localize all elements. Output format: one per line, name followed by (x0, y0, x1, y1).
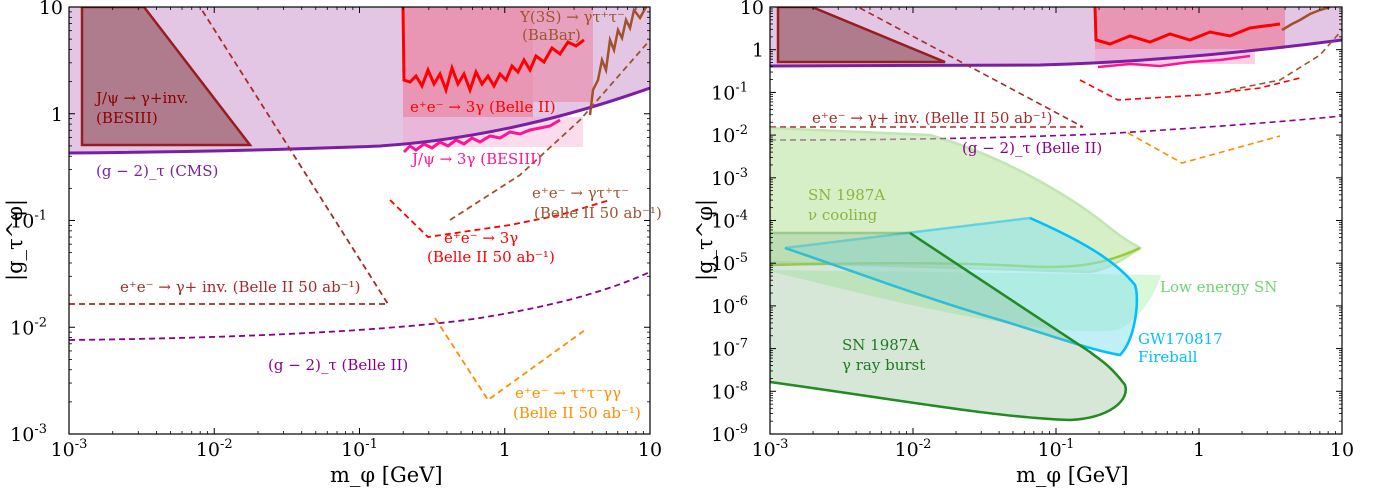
belle3g-curve (401, 7, 585, 95)
x-tick-label: 10-2 (895, 437, 932, 461)
y-tick-label: 10-5 (711, 251, 748, 275)
left-ann-cms: (g − 2)_τ (CMS) (96, 162, 218, 180)
y-tick-label: 1 (51, 104, 63, 126)
left-ann-besiii-1: J/ψ → γ+inv. (94, 89, 188, 107)
y-tick-label: 10-8 (711, 379, 748, 403)
right-ann-burst-1: SN 1987A (842, 336, 919, 354)
right-ann-sn-cool-1: SN 1987A (808, 186, 885, 204)
left-ann-belle2-g2: (g − 2)_τ (Belle II) (268, 356, 408, 374)
right-chart: 10-3 10-2 10-1 1 1010-910-810-710-610-510-41… (693, 0, 1354, 487)
right-jpsi3g-curve (1097, 54, 1251, 69)
y-tick-label: 10-7 (711, 337, 748, 361)
babar-curve (588, 7, 648, 116)
y-tick-label: 10-1 (711, 80, 748, 104)
y-tick-label: 10-6 (711, 294, 748, 318)
right-besiii-triangle (776, 7, 946, 64)
right-belle3g-curve (1093, 7, 1281, 46)
right-ylabel: |g_τ^φ| (693, 199, 718, 281)
x-tick-label: 10-3 (752, 437, 789, 461)
y-tick-label: 1 (752, 40, 764, 62)
right-ticks: 10-3 10-2 10-1 1 1010-910-810-710-610-510-41… (711, 0, 1354, 461)
belle-inv50-curve (69, 7, 390, 305)
left-ylabel: |g_τ^φ| (3, 199, 28, 281)
left-ann-jpsi3g: J/ψ → 3γ (BESIII) (410, 150, 542, 168)
right-plot-area (770, 7, 1342, 422)
left-plot-area (69, 7, 650, 402)
sn-burst-curve (770, 231, 1127, 422)
right-ann-burst-2: γ ray burst (842, 356, 925, 374)
x-tick-label: 10-1 (341, 437, 378, 461)
y-tick-label: 10-2 (10, 315, 47, 339)
right-inv50-curve (770, 7, 1084, 128)
right-ann-low-sn: Low energy SN (1160, 278, 1277, 296)
x-tick-label: 1 (1193, 439, 1205, 461)
y-tick-label: 10 (39, 0, 63, 19)
besiii-triangle (80, 7, 253, 147)
y-tick-label: 10 (740, 0, 764, 19)
left-ann-inv50: e⁺e⁻ → γ+ inv. (Belle II 50 ab⁻¹) (120, 278, 360, 296)
y-tick-label: 10-2 (711, 123, 748, 147)
gw-fireball-curve (784, 216, 1139, 357)
right-4tau50-curve (1127, 132, 1281, 164)
belle3g-region-2 (533, 7, 593, 102)
y-tick-label: 10-9 (711, 422, 748, 446)
right-cms-g2-curve (770, 38, 1342, 68)
left-ann-babar-1: Υ(3S) → γτ⁺τ⁻ (519, 8, 625, 26)
belleGtt50-curve (449, 39, 650, 221)
y-tick-label: 10-3 (10, 422, 47, 446)
left-ann-babar-2: (BaBar) (522, 26, 581, 44)
left-ann-4tau-2: (Belle II 50 ab⁻¹) (513, 404, 641, 422)
jpsi3g-curve (402, 118, 561, 154)
x-tick-label: 1 (499, 439, 511, 461)
x-tick-label: 10 (638, 439, 662, 461)
right-ann-gw-2: Fireball (1138, 348, 1198, 366)
left-xlabel: m_φ [GeV] (330, 463, 443, 487)
right-ann-inv50: e⁺e⁻ → γ+ inv. (Belle II 50 ab⁻¹) (812, 109, 1052, 127)
x-tick-label: 10-2 (196, 437, 233, 461)
left-ticks: 10-3 10-2 10-1 1 10 10-3 10-2 10-1 1 10 (10, 0, 662, 461)
belle3g50-curve (389, 199, 611, 238)
right-babar-curve (1281, 7, 1331, 32)
cms-g2-curve (69, 86, 650, 155)
left-ann-4tau-1: e⁺e⁻ → τ⁺τ⁻γγ (515, 384, 621, 402)
y-tick-label: 10-4 (711, 209, 748, 233)
right-ann-belle2-g2: (g − 2)_τ (Belle II) (962, 139, 1102, 157)
belle4tau50-curve (434, 317, 586, 402)
belle3g-region (403, 7, 533, 117)
left-chart: 10-3 10-2 10-1 1 10 10-3 10-2 10-1 1 10 J/ψ → γ+i… (3, 0, 662, 487)
right-ann-gw-1: GW170817 (1138, 330, 1223, 348)
right-3g50-curve (1079, 77, 1301, 101)
left-ann-besiii-2: (BESIII) (96, 109, 158, 127)
left-ann-3g50-2: (Belle II 50 ab⁻¹) (427, 248, 555, 266)
right-xlabel: m_φ [GeV] (1016, 463, 1129, 487)
right-ann-sn-cool-2: ν cooling (808, 206, 878, 224)
x-tick-label: 10-3 (51, 437, 88, 461)
right-gtt50-curve (1229, 29, 1342, 91)
left-ann-3g50-1: e⁺e⁻ → 3γ (444, 229, 518, 247)
x-tick-label: 10-1 (1038, 437, 1075, 461)
belle2-g2-curve (69, 271, 650, 341)
y-tick-label: 10-3 (711, 166, 748, 190)
y-tick-label: 10-1 (10, 209, 47, 233)
x-tick-label: 10 (1330, 439, 1354, 461)
left-ann-gtt-1: e⁺e⁻ → γτ⁺τ⁻ (532, 184, 629, 202)
left-ann-gtt-2: (Belle II 50 ab⁻¹) (534, 204, 662, 222)
left-ann-belle3g: e⁺e⁻ → 3γ (Belle II) (410, 98, 556, 116)
